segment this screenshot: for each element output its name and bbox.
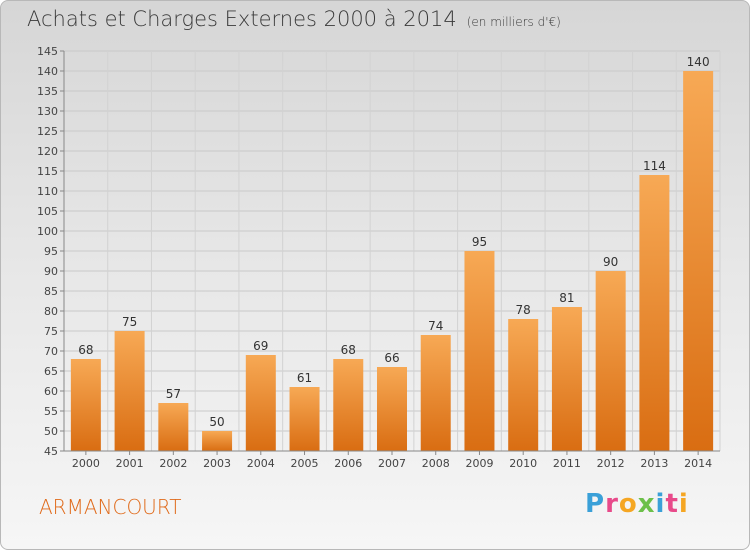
- bar-2014: [683, 71, 714, 451]
- bar-value-label: 90: [603, 255, 618, 269]
- x-tick-label: 2004: [247, 457, 275, 470]
- x-axis-ticks: 2000 2001 2002 2003 2004 2005 2006 2007 2008 2009…: [64, 450, 720, 470]
- y-axis-ticks: 45 50 55 60 65 70 75 80 85 90 95 100 105 110 115 120 125…: [37, 45, 65, 458]
- bar-value-label: 140: [687, 55, 710, 69]
- bar-2010: [508, 319, 539, 451]
- x-tick-label: 2001: [116, 457, 144, 470]
- y-tick-label: 75: [44, 325, 58, 338]
- logo-letter: x: [637, 489, 656, 519]
- y-tick-label: 120: [37, 145, 58, 158]
- bar-value-label: 114: [643, 159, 666, 173]
- bar-value-label: 68: [341, 343, 356, 357]
- y-tick-label: 45: [44, 445, 58, 458]
- x-tick-label: 2000: [72, 457, 100, 470]
- y-tick-label: 90: [44, 265, 58, 278]
- bar-2000: [70, 359, 101, 451]
- x-tick-label: 2008: [422, 457, 450, 470]
- bar-2013: [639, 175, 670, 451]
- y-tick-label: 50: [44, 425, 58, 438]
- bar-value-label: 50: [209, 415, 224, 429]
- chart-subtitle: (en milliers d'€): [466, 15, 561, 29]
- x-tick-label: 2011: [553, 457, 581, 470]
- logo-letter: t: [665, 489, 679, 519]
- y-tick-label: 65: [44, 365, 58, 378]
- y-tick-label: 100: [37, 225, 58, 238]
- x-tick-label: 2009: [465, 457, 493, 470]
- bar-2002: [158, 403, 189, 451]
- commune-name: ARMANCOURT: [39, 495, 182, 519]
- logo-letter: i: [678, 489, 689, 519]
- logo-letter: r: [605, 489, 619, 519]
- bar-2006: [333, 359, 364, 451]
- x-tick-label: 2012: [597, 457, 625, 470]
- bar-value-label: 75: [122, 315, 137, 329]
- logo-letter: i: [655, 489, 666, 519]
- bar-2003: [202, 431, 233, 451]
- x-tick-label: 2007: [378, 457, 406, 470]
- x-tick-label: 2013: [640, 457, 668, 470]
- x-tick-label: 2005: [291, 457, 319, 470]
- bar-2004: [245, 355, 276, 451]
- bar-2009: [464, 251, 495, 451]
- bar-value-label: 81: [559, 291, 574, 305]
- bar-2005: [289, 387, 320, 451]
- y-tick-label: 140: [37, 65, 58, 78]
- bar-value-label: 78: [516, 303, 531, 317]
- x-tick-label: 2014: [684, 457, 712, 470]
- bar-value-label: 66: [384, 351, 399, 365]
- bar-value-label: 69: [253, 339, 268, 353]
- y-tick-label: 95: [44, 245, 58, 258]
- bar-value-label: 57: [166, 387, 181, 401]
- x-tick-label: 2003: [203, 457, 231, 470]
- proxiti-logo: Proxiti: [585, 489, 689, 519]
- chart-title-text: Achats et Charges Externes 2000 à 2014: [27, 7, 457, 31]
- bars: 68 75 57 50 69 61 68 66 74 95 78 81 90 114 140: [70, 55, 714, 451]
- bar-value-label: 68: [78, 343, 93, 357]
- bar-2012: [595, 271, 626, 451]
- y-tick-label: 115: [37, 165, 58, 178]
- logo-letter: P: [585, 489, 606, 519]
- y-tick-label: 130: [37, 105, 58, 118]
- bar-value-label: 95: [472, 235, 487, 249]
- bar-value-label: 74: [428, 319, 443, 333]
- bar-2008: [420, 335, 451, 451]
- x-tick-label: 2002: [159, 457, 187, 470]
- logo-letter: o: [618, 489, 638, 519]
- y-tick-label: 135: [37, 85, 58, 98]
- y-tick-label: 70: [44, 345, 58, 358]
- chart-title: Achats et Charges Externes 2000 à 2014 (e…: [27, 7, 561, 31]
- y-tick-label: 80: [44, 305, 58, 318]
- x-tick-label: 2010: [509, 457, 537, 470]
- y-tick-label: 125: [37, 125, 58, 138]
- x-tick-label: 2006: [334, 457, 362, 470]
- y-tick-label: 105: [37, 205, 58, 218]
- y-tick-label: 85: [44, 285, 58, 298]
- y-tick-label: 110: [37, 185, 58, 198]
- bar-value-label: 61: [297, 371, 312, 385]
- bar-2001: [114, 331, 145, 451]
- y-tick-label: 60: [44, 385, 58, 398]
- y-tick-label: 55: [44, 405, 58, 418]
- bar-2011: [551, 307, 582, 451]
- y-tick-label: 145: [37, 45, 58, 58]
- bar-2007: [377, 367, 407, 451]
